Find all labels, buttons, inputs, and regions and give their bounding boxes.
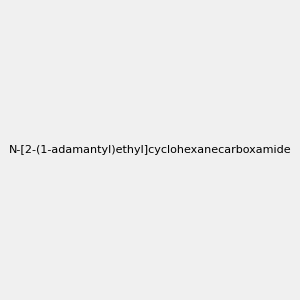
Text: N-[2-(1-adamantyl)ethyl]cyclohexanecarboxamide: N-[2-(1-adamantyl)ethyl]cyclohexanecarbo…: [9, 145, 291, 155]
